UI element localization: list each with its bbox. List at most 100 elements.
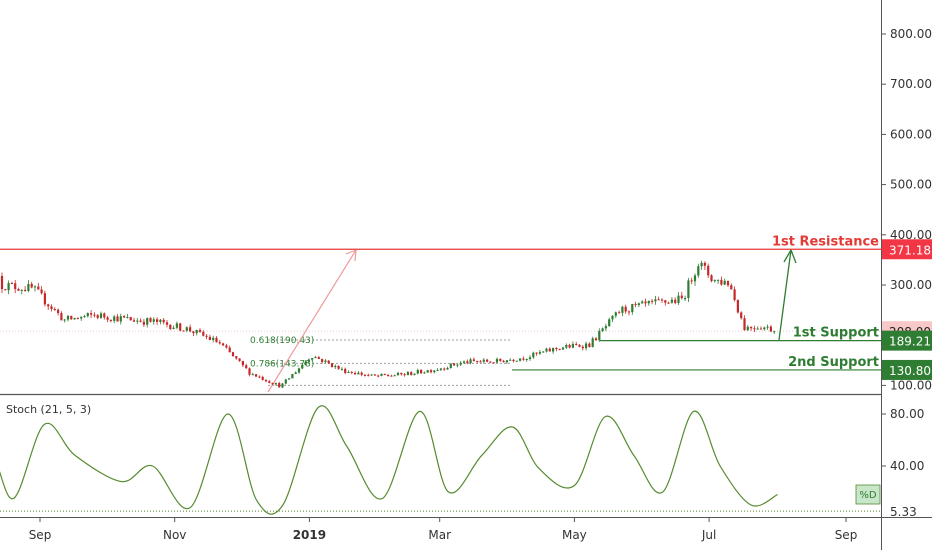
candle-body <box>156 319 159 322</box>
candle-body <box>743 318 746 331</box>
candle-body <box>245 365 248 369</box>
candle-body <box>281 383 284 388</box>
candle-body <box>657 299 660 301</box>
candle-body <box>736 300 739 313</box>
price-tick-label: 600.00 <box>890 127 932 141</box>
candle-body <box>400 372 403 375</box>
candle-body <box>571 343 574 348</box>
price-badge-label: 189.21 <box>889 335 931 349</box>
candle-body <box>169 324 172 330</box>
candle-body <box>624 306 627 312</box>
candle-body <box>492 362 495 364</box>
candle-body <box>43 293 46 305</box>
candle-body <box>548 348 551 352</box>
candle-body <box>429 370 433 373</box>
candle-body <box>47 304 50 307</box>
candle-body <box>50 306 53 309</box>
candle-body <box>80 316 83 319</box>
candle-body <box>231 352 235 357</box>
candle-body <box>707 265 710 276</box>
candle-body <box>294 372 297 375</box>
candle-body <box>261 376 264 380</box>
candle-body <box>423 372 426 374</box>
candle-body <box>390 375 393 377</box>
candle-body <box>274 383 277 385</box>
candle-body <box>53 308 56 310</box>
candle-body <box>103 313 106 318</box>
candle-body <box>225 345 228 348</box>
candles-layer <box>0 260 776 389</box>
candle-body <box>453 363 456 366</box>
candle-body <box>129 317 132 321</box>
candle-body <box>17 289 20 291</box>
candle-body <box>393 375 396 377</box>
candle-body <box>466 361 469 364</box>
candle-body <box>552 347 555 352</box>
candle-body <box>479 361 482 363</box>
candle-body <box>726 280 730 286</box>
candle-body <box>123 316 126 318</box>
candle-body <box>271 382 274 385</box>
candle-body <box>733 289 736 301</box>
time-tick-label: Sep <box>835 528 858 542</box>
stoch-tick-label: 80.00 <box>890 407 924 421</box>
time-tick-label: Mar <box>428 528 451 542</box>
candle-body <box>86 313 89 317</box>
candle-body <box>581 346 584 349</box>
candle-body <box>674 299 677 303</box>
candle-body <box>710 275 713 282</box>
candle-body <box>189 327 192 332</box>
candle-body <box>116 316 119 322</box>
candle-body <box>238 358 241 361</box>
candle-body <box>146 318 149 325</box>
candle-body <box>684 298 687 300</box>
candle-body <box>195 329 198 334</box>
candle-body <box>502 360 505 363</box>
candle-body <box>700 262 703 267</box>
candle-body <box>20 289 23 291</box>
candle-body <box>476 360 479 362</box>
candle-body <box>528 357 532 360</box>
candle-body <box>713 279 716 282</box>
candle-body <box>568 344 571 348</box>
candle-body <box>406 372 409 375</box>
candle-body <box>327 360 330 364</box>
candle-body <box>446 367 449 370</box>
candle-body <box>182 330 185 332</box>
candle-body <box>611 315 614 320</box>
candle-body <box>360 372 363 375</box>
candle-body <box>532 352 535 358</box>
candle-body <box>90 313 93 315</box>
price-badge <box>882 359 932 380</box>
candle-body <box>314 357 317 359</box>
candle-body <box>538 352 541 354</box>
candle-body <box>730 285 733 290</box>
candle-body <box>367 375 370 377</box>
candle-body <box>509 359 512 361</box>
candle-body <box>264 379 268 382</box>
candle-body <box>380 373 383 376</box>
candle-body <box>608 319 611 327</box>
candle-body <box>637 303 640 306</box>
candle-body <box>416 370 419 374</box>
candle-body <box>403 374 406 376</box>
levels-layer <box>0 248 882 371</box>
time-tick-label: Sep <box>29 528 52 542</box>
candle-body <box>218 342 221 344</box>
candle-body <box>499 358 502 361</box>
candle-body <box>268 381 271 383</box>
candle-body <box>535 352 538 354</box>
candle-body <box>456 364 459 366</box>
candle-body <box>344 368 347 373</box>
candle-body <box>515 360 518 362</box>
fibonacci-layer: 0.618(190.43) 0.786(143.78) <box>250 249 512 393</box>
target-arrow-line <box>778 249 792 341</box>
price-badge-label: 130.80 <box>889 364 931 378</box>
candle-body <box>387 374 390 376</box>
price-tick-label: 300.00 <box>890 278 932 292</box>
candle-body <box>96 315 99 318</box>
candle-body <box>76 318 79 320</box>
candle-body <box>159 319 162 322</box>
